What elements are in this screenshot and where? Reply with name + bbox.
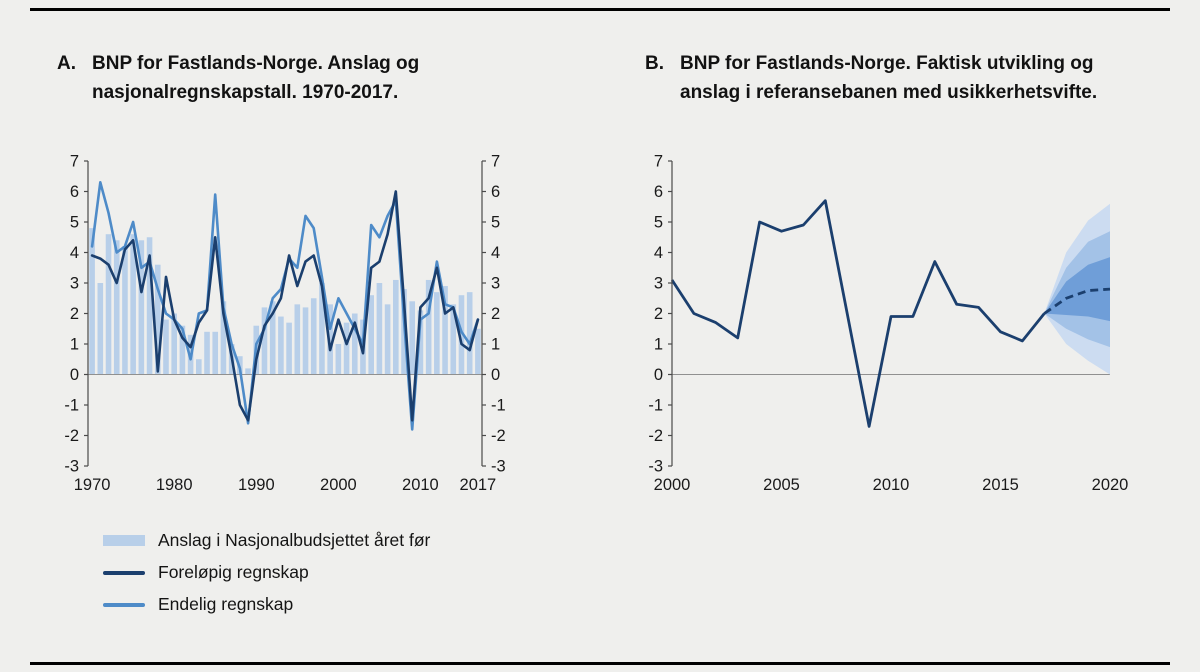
svg-text:-1: -1 (64, 397, 79, 415)
svg-text:-3: -3 (64, 458, 79, 476)
panel-a-label: A. (57, 53, 76, 74)
svg-text:2: 2 (654, 305, 663, 323)
svg-text:7: 7 (70, 153, 79, 171)
svg-text:4: 4 (654, 244, 663, 262)
svg-text:0: 0 (654, 366, 663, 384)
svg-text:1: 1 (70, 336, 79, 354)
svg-text:-2: -2 (648, 427, 663, 445)
svg-text:3: 3 (654, 275, 663, 293)
svg-text:-3: -3 (491, 458, 506, 476)
legend-label-anslag: Anslag i Nasjonalbudsjettet året før (158, 530, 431, 550)
svg-text:1970: 1970 (74, 476, 111, 494)
legend-label-endelig: Endelig regnskap (158, 594, 294, 614)
svg-text:-1: -1 (491, 397, 506, 415)
svg-text:2000: 2000 (654, 476, 691, 494)
legend: Anslag i Nasjonalbudsjettet året før For… (103, 530, 430, 626)
svg-text:1990: 1990 (238, 476, 275, 494)
legend-item-endelig: Endelig regnskap (103, 594, 430, 615)
svg-text:2: 2 (491, 305, 500, 323)
svg-text:-2: -2 (64, 427, 79, 445)
legend-item-forelopig: Foreløpig regnskap (103, 562, 430, 583)
svg-text:-2: -2 (491, 427, 506, 445)
svg-text:3: 3 (70, 275, 79, 293)
panel-a-title-text: BNP for Fastlands-Norge. Anslag og nasjo… (92, 53, 420, 103)
bottom-rule (30, 662, 1170, 665)
svg-text:1: 1 (491, 336, 500, 354)
svg-text:4: 4 (491, 244, 500, 262)
svg-text:2010: 2010 (402, 476, 439, 494)
svg-text:2005: 2005 (763, 476, 800, 494)
svg-text:2010: 2010 (873, 476, 910, 494)
legend-line-swatch-blue (103, 602, 145, 607)
svg-text:5: 5 (491, 214, 500, 232)
svg-text:2017: 2017 (460, 476, 497, 494)
svg-text:0: 0 (70, 366, 79, 384)
svg-text:6: 6 (70, 183, 79, 201)
svg-text:7: 7 (491, 153, 500, 171)
panel-b-title-text: BNP for Fastlands-Norge. Faktisk utvikli… (680, 53, 1098, 103)
svg-text:-3: -3 (648, 458, 663, 476)
svg-text:5: 5 (654, 214, 663, 232)
legend-item-anslag: Anslag i Nasjonalbudsjettet året før (103, 530, 430, 551)
svg-text:2015: 2015 (982, 476, 1019, 494)
svg-text:-1: -1 (648, 397, 663, 415)
legend-label-forelopig: Foreløpig regnskap (158, 562, 309, 582)
svg-text:2020: 2020 (1092, 476, 1129, 494)
panel-a-title: A. BNP for Fastlands-Norge. Anslag og na… (57, 50, 477, 107)
svg-text:1: 1 (654, 336, 663, 354)
panel-b-label: B. (645, 53, 664, 74)
svg-text:1980: 1980 (156, 476, 193, 494)
panel-b-title: B. BNP for Fastlands-Norge. Faktisk utvi… (645, 50, 1115, 107)
svg-text:2: 2 (70, 305, 79, 323)
svg-text:2000: 2000 (320, 476, 357, 494)
svg-text:7: 7 (654, 153, 663, 171)
legend-line-swatch-dark (103, 570, 145, 575)
svg-text:5: 5 (70, 214, 79, 232)
legend-bar-swatch (103, 535, 145, 546)
svg-text:4: 4 (70, 244, 79, 262)
svg-text:3: 3 (491, 275, 500, 293)
svg-text:6: 6 (491, 183, 500, 201)
top-rule (30, 8, 1170, 11)
svg-text:0: 0 (491, 366, 500, 384)
svg-text:6: 6 (654, 183, 663, 201)
